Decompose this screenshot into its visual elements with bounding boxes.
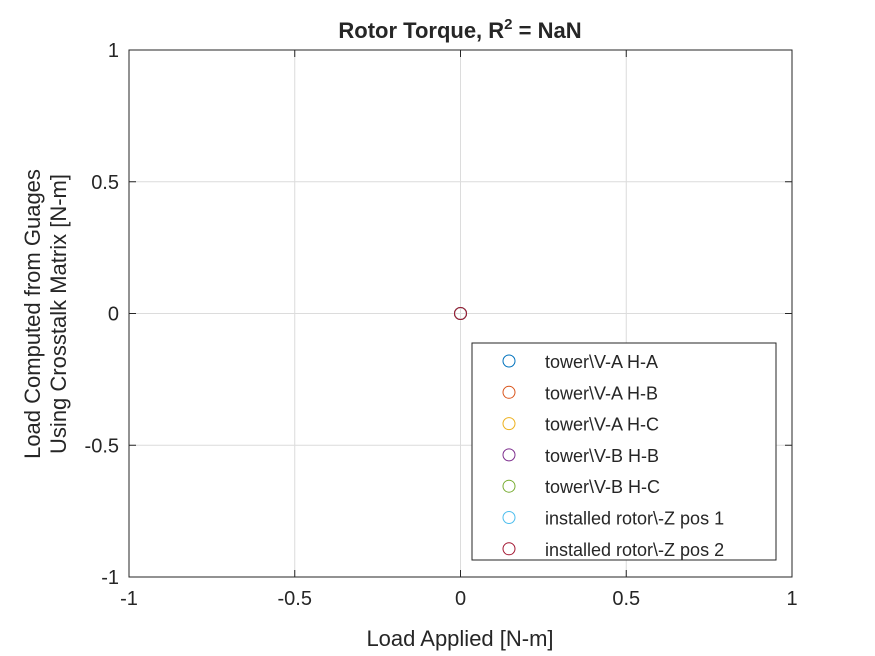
legend-item: tower\V-B H-C: [502, 477, 660, 497]
data-points: [454, 307, 467, 320]
legend-marker: [502, 448, 516, 462]
chart-title-suffix: = NaN: [513, 18, 582, 43]
legend-label: installed rotor\-Z pos 2: [545, 540, 724, 560]
legend-marker: [502, 511, 516, 524]
x-tick-label: 0.5: [612, 588, 640, 610]
x-axis-label: Load Applied [N-m]: [366, 626, 553, 651]
legend-item: tower\V-A H-B: [502, 383, 658, 403]
legend-label: tower\V-B H-B: [545, 446, 659, 466]
data-point-series-7: [454, 307, 467, 320]
legend-item: installed rotor\-Z pos 2: [502, 540, 724, 560]
tick-labels: -1 -0.5 0 0.5 1 -1 -0.5 0 0.5 1: [85, 40, 798, 610]
legend-item: tower\V-A H-A: [502, 352, 658, 372]
y-axis-label-line-2: Using Crosstalk Matrix [N-m]: [46, 174, 71, 454]
legend-marker: [502, 354, 516, 368]
y-tick-label: -1: [101, 567, 119, 589]
legend-marker: [502, 479, 516, 493]
legend-marker: [502, 417, 516, 431]
legend-marker: [502, 385, 516, 399]
legend-item: tower\V-A H-C: [502, 415, 659, 435]
legend-box: [471, 342, 777, 561]
legend-item: tower\V-B H-B: [502, 446, 659, 466]
legend-item: installed rotor\-Z pos 1: [502, 509, 724, 529]
chart-title: Rotor Torque, R2 = NaN: [338, 16, 581, 43]
legend-items: tower\V-A H-A tower\V-A H-B tower\V-A H-C t…: [502, 352, 724, 560]
legend-label: tower\V-A H-C: [545, 415, 659, 435]
y-tick-label: 0: [108, 304, 119, 326]
legend-label: installed rotor\-Z pos 1: [545, 509, 724, 529]
x-tick-label: 0: [455, 588, 466, 610]
legend: tower\V-A H-A tower\V-A H-B tower\V-A H-C t…: [471, 342, 777, 561]
chart-title-superscript: 2: [504, 16, 512, 33]
y-axis-label-line-1: Load Computed from Guages: [20, 169, 45, 459]
x-tick-label: -0.5: [278, 588, 312, 610]
axes-box: [128, 49, 793, 578]
legend-label: tower\V-A H-A: [545, 352, 658, 372]
legend-marker: [502, 542, 516, 556]
y-tick-label: 0.5: [91, 172, 119, 194]
x-tick-label: -1: [120, 588, 138, 610]
legend-label: tower\V-A H-B: [545, 383, 658, 403]
legend-label: tower\V-B H-C: [545, 477, 660, 497]
y-tick-label: 1: [108, 40, 119, 62]
y-tick-label: -0.5: [85, 435, 119, 457]
x-tick-label: 1: [786, 588, 797, 610]
